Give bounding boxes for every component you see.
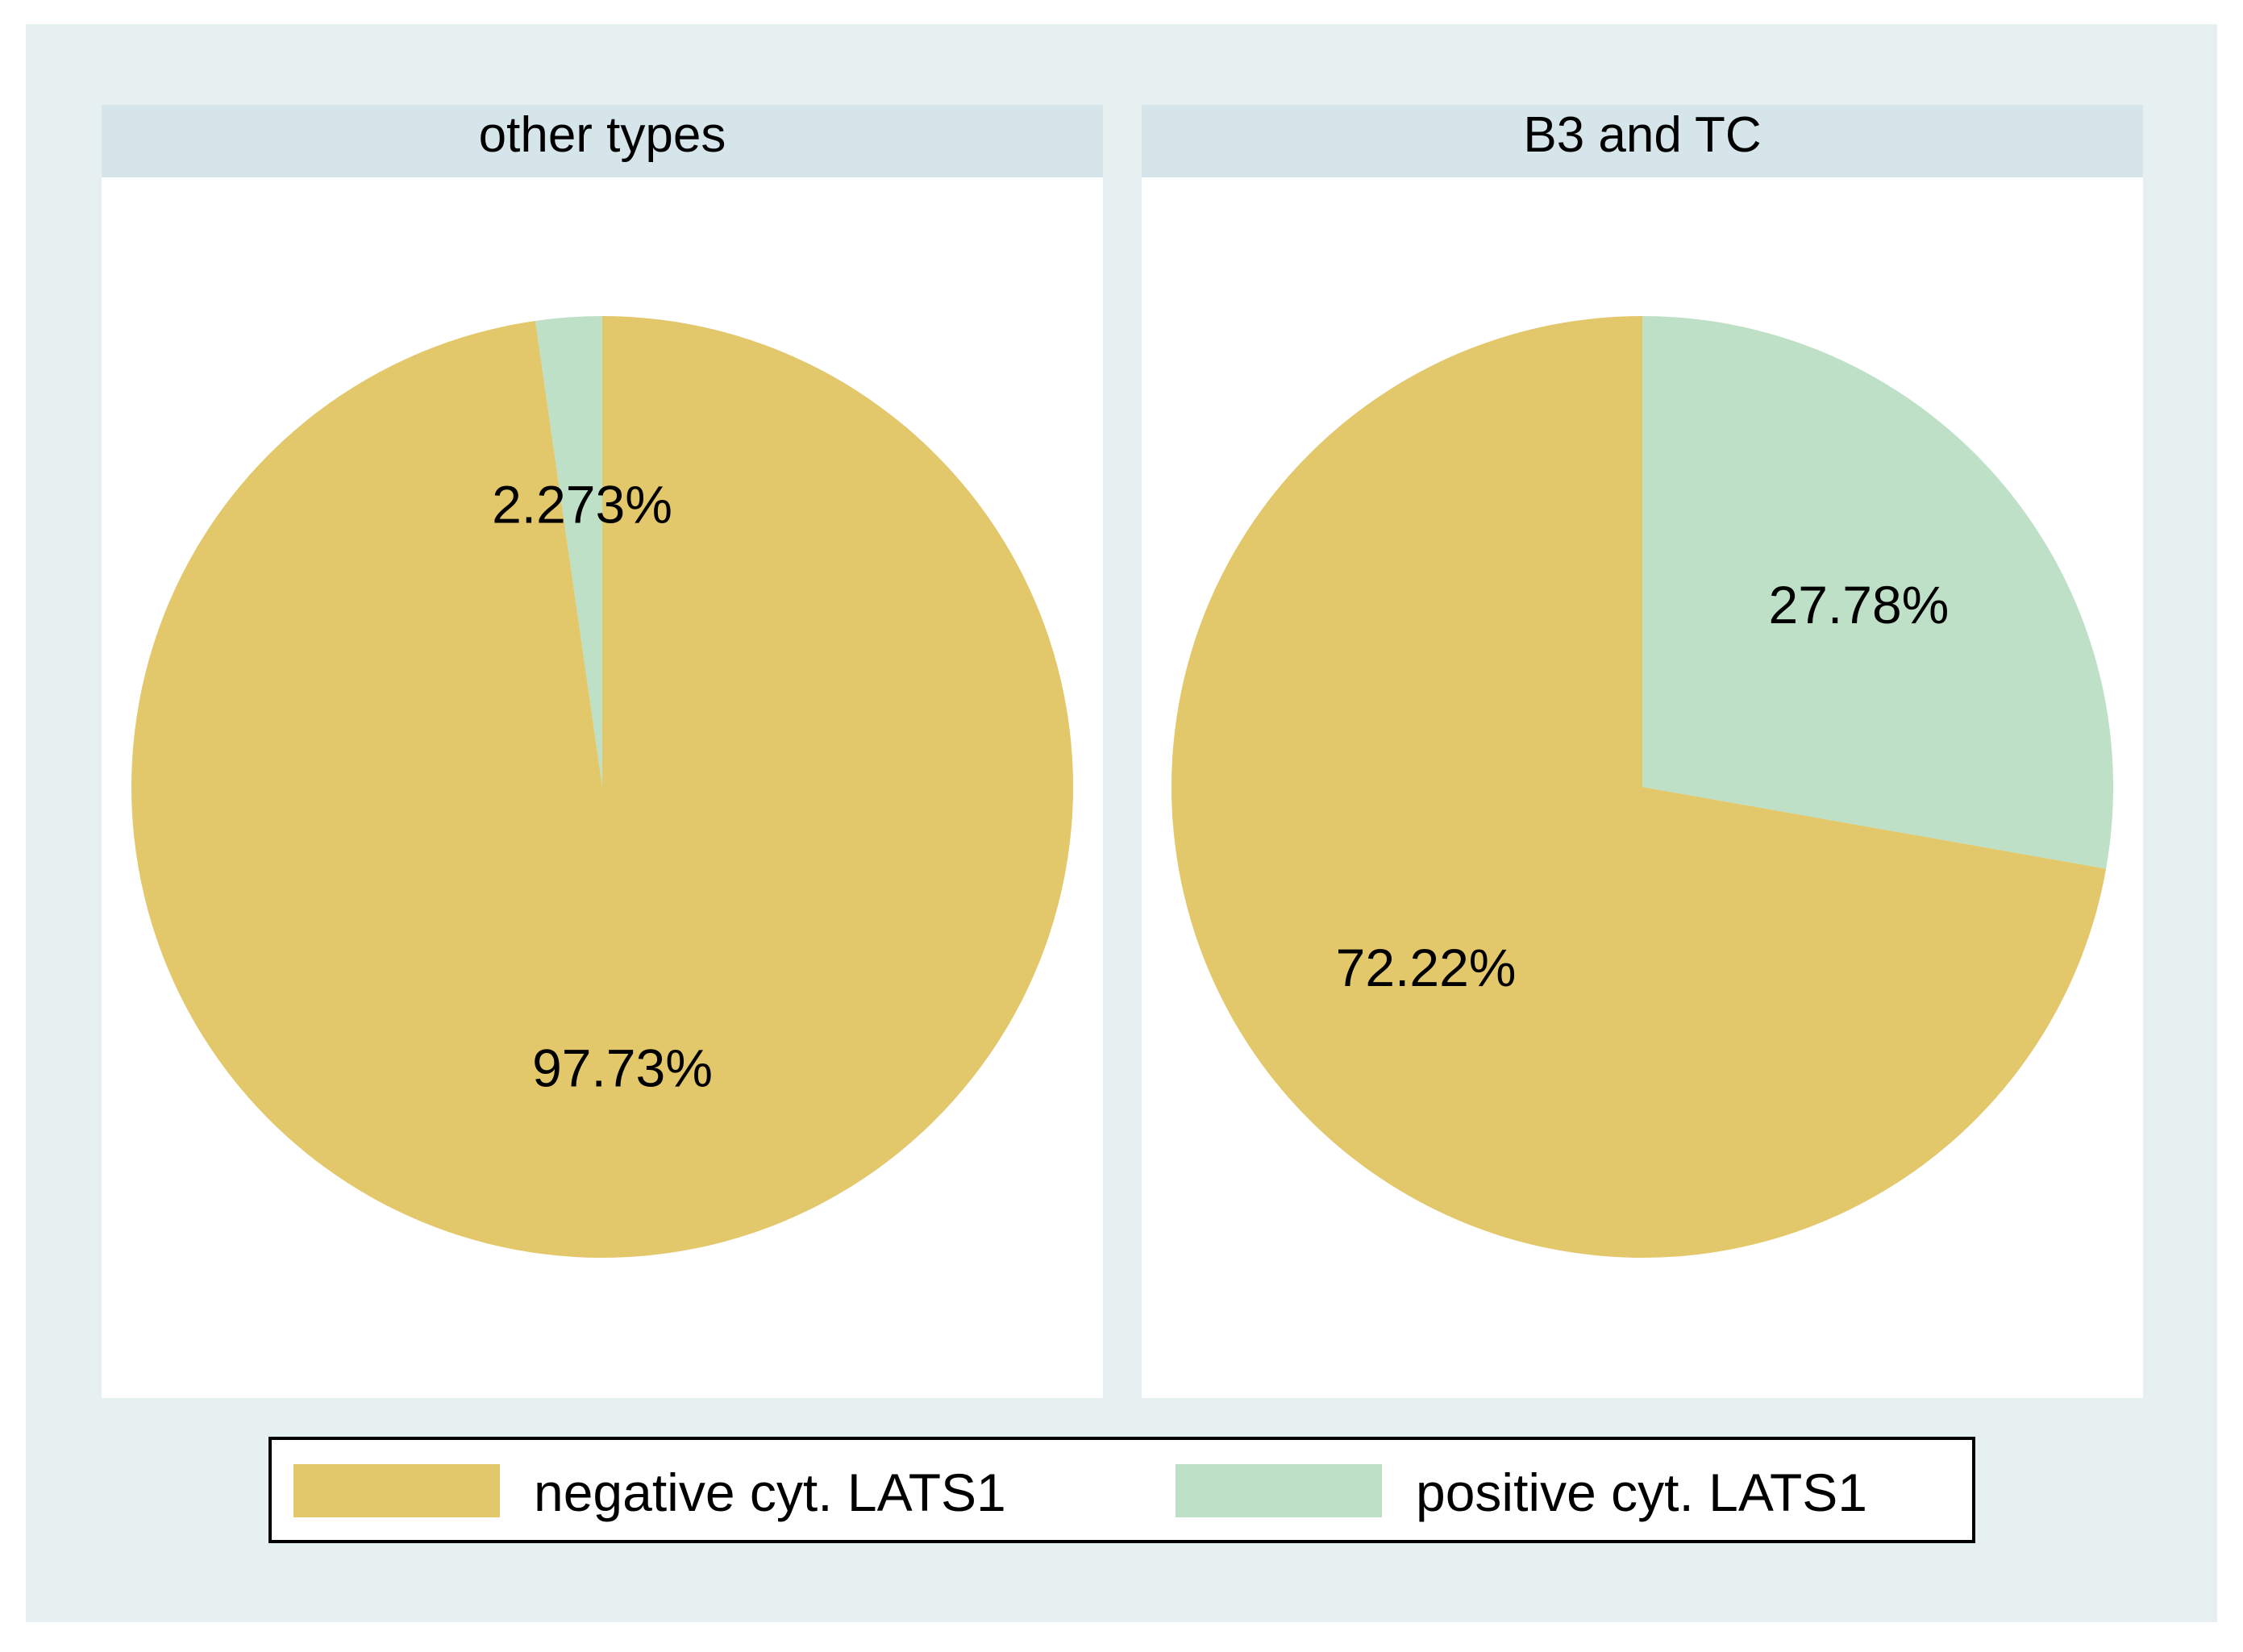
pie-chart: 2.273% 97.73% <box>131 316 1073 1258</box>
legend-swatch-negative <box>293 1464 500 1517</box>
pie-slice-negative-cyt-lats1 <box>1171 316 2107 1258</box>
legend-swatch-positive <box>1176 1464 1382 1517</box>
panel-title: other types <box>479 107 726 163</box>
panel-other-types: other types 2.273% 97.73% <box>102 105 1103 1398</box>
legend-label-positive: positive cyt. LATS1 <box>1416 1463 1867 1522</box>
legend-label-negative: negative cyt. LATS1 <box>534 1463 1006 1522</box>
panel-title-strip <box>102 105 1103 177</box>
panel-b3-and-tc: B3 and TC 72.22% 27.78% <box>1142 105 2143 1398</box>
slice-label-negative-cyt-lats1: 97.73% <box>532 1038 713 1098</box>
slice-label-negative-cyt-lats1: 72.22% <box>1336 938 1517 997</box>
legend-box <box>268 1437 1975 1543</box>
pie-slice-positive-cyt-lats1 <box>535 316 602 787</box>
panel-title-strip <box>1142 105 2143 177</box>
pie-slice-negative-cyt-lats1 <box>131 316 1073 1258</box>
pie-chart: 72.22% 27.78% <box>1171 316 2113 1258</box>
slice-label-positive-cyt-lats1: 2.273% <box>492 474 672 534</box>
pie-slice-positive-cyt-lats1 <box>1642 316 2113 869</box>
panel-title: B3 and TC <box>1523 107 1761 163</box>
slice-label-positive-cyt-lats1: 27.78% <box>1769 575 1950 635</box>
legend: negative cyt. LATS1 positive cyt. LATS1 <box>268 1437 1975 1543</box>
